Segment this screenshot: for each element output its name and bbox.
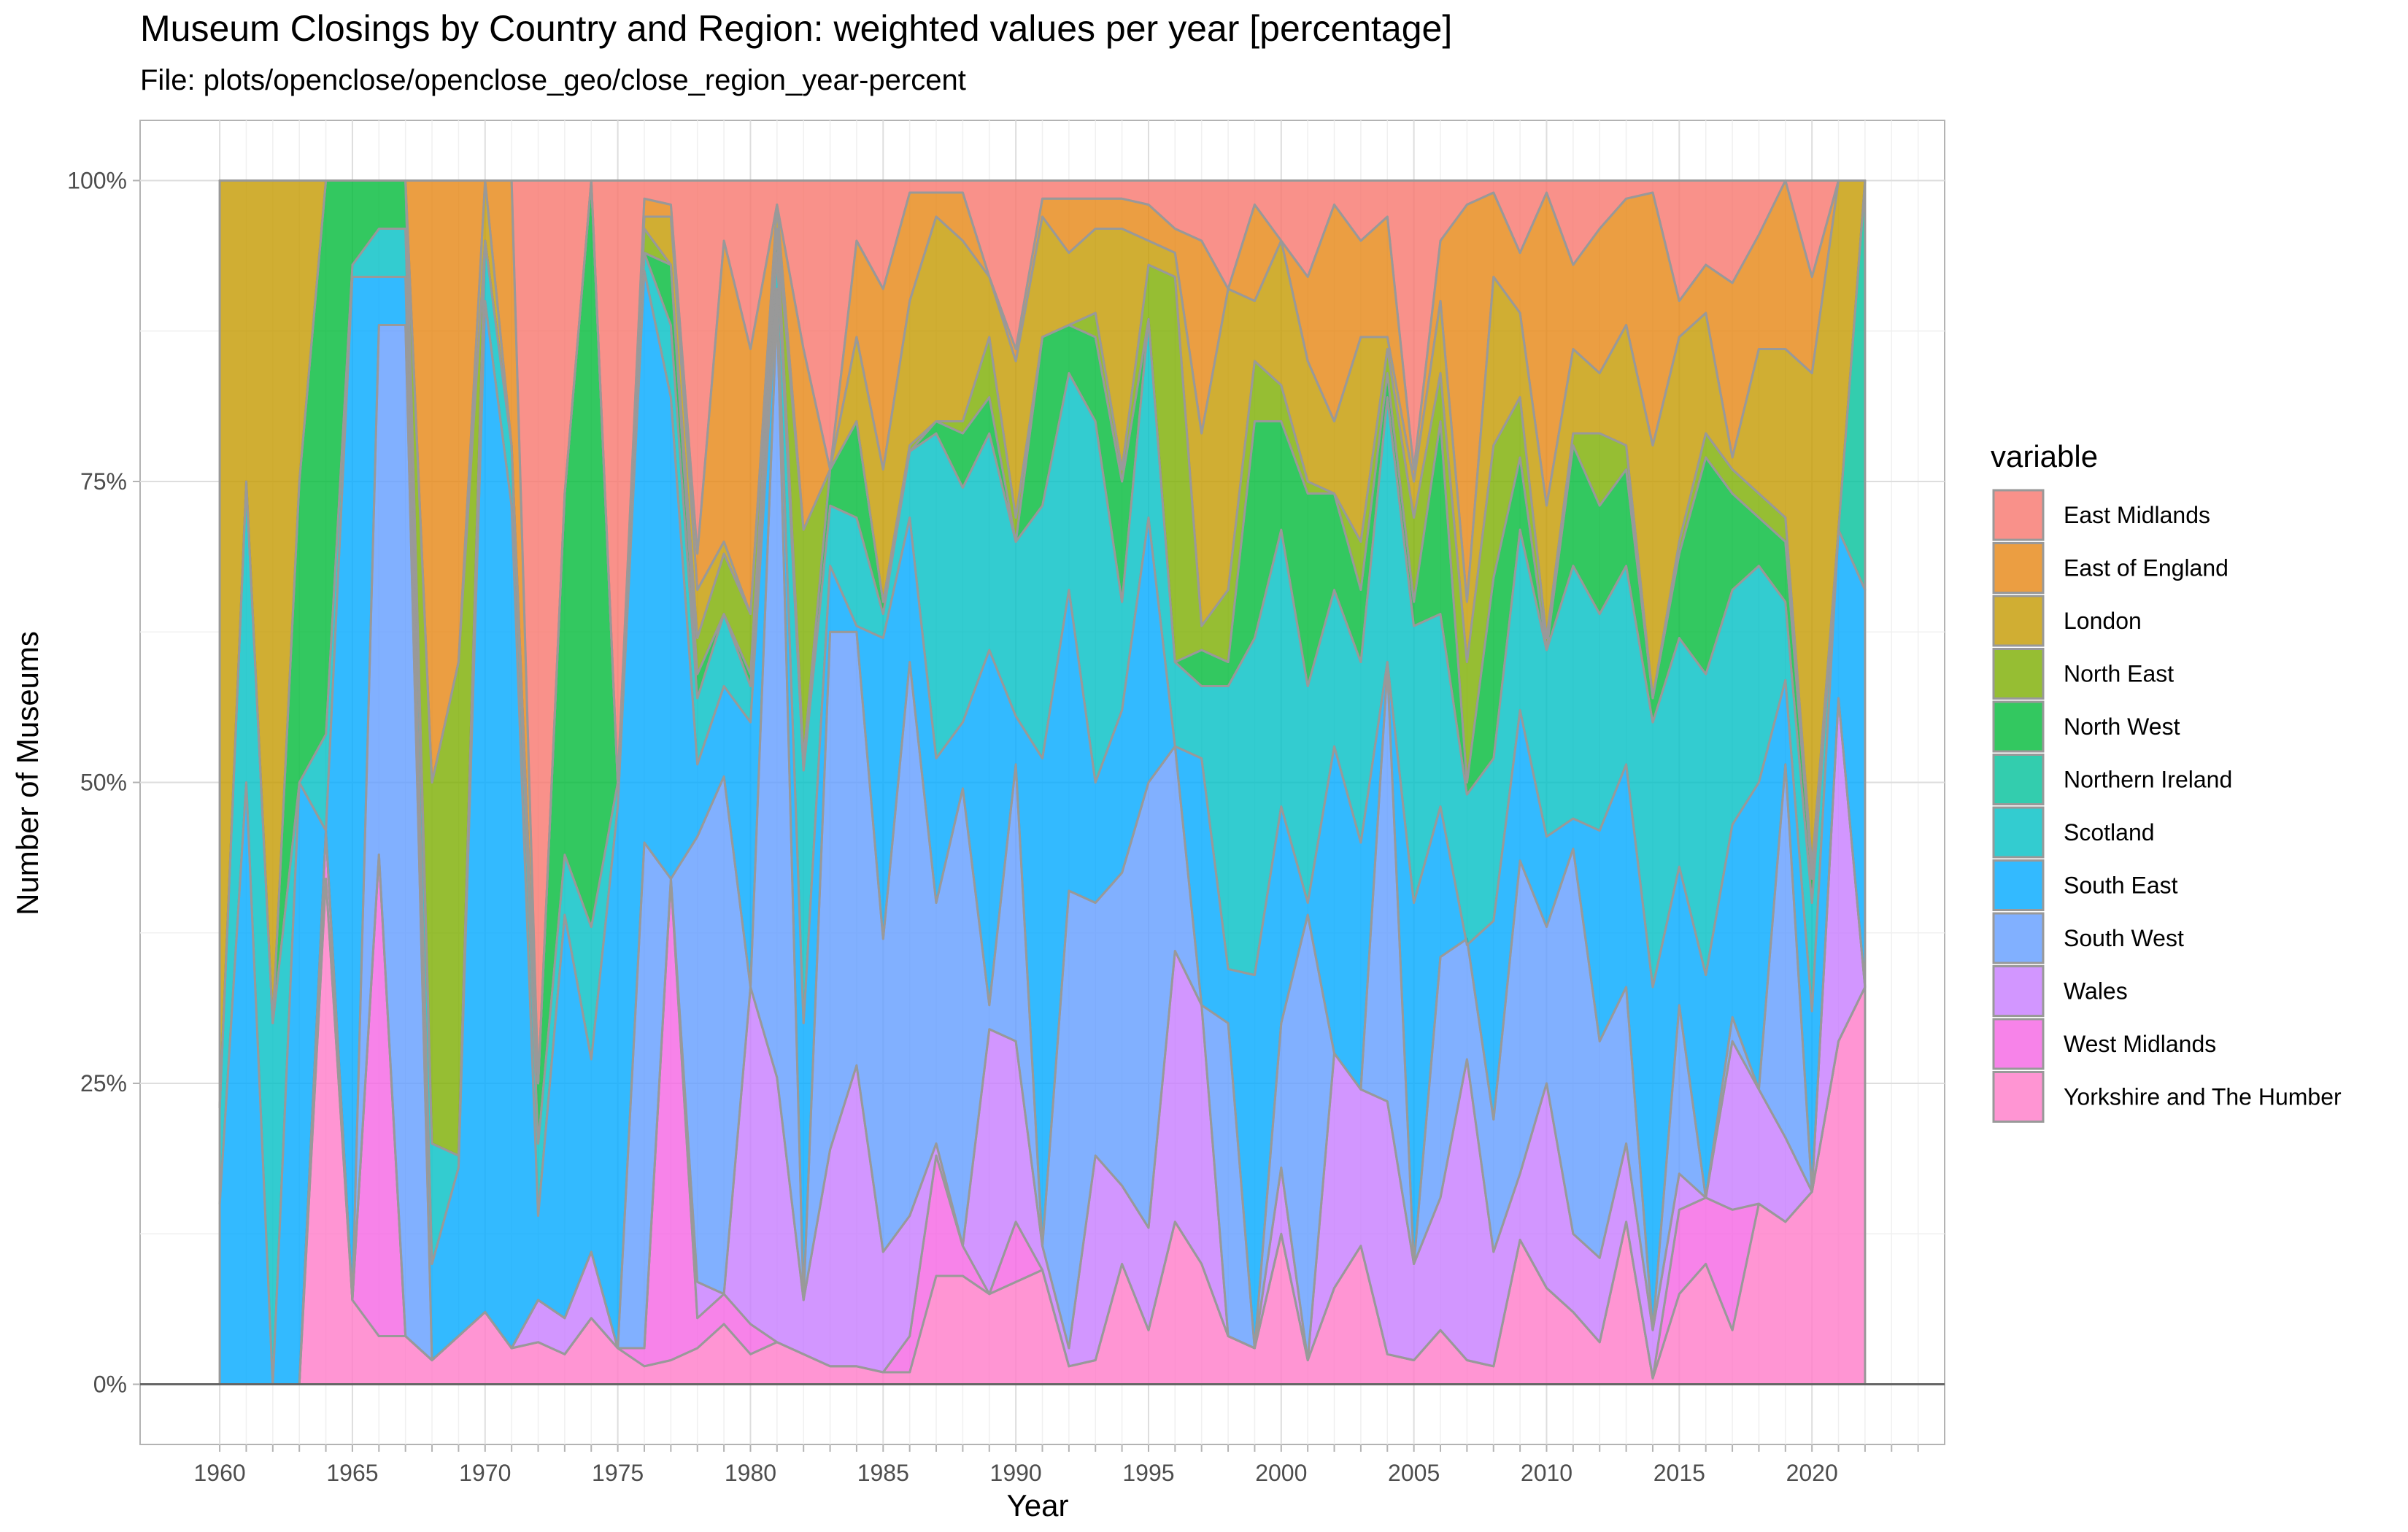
- area-east-midlands: [218, 179, 1867, 1085]
- x-tick-label: 1960: [194, 1460, 246, 1486]
- legend-label: South East: [2064, 873, 2178, 899]
- y-axis-title: Number of Museums: [10, 631, 45, 916]
- legend: variable East Midlands East of England Lon…: [1991, 439, 2342, 1123]
- y-tick-label: 50%: [80, 770, 127, 796]
- legend-label: East of England: [2064, 555, 2228, 581]
- legend-swatch: [1992, 1071, 2045, 1123]
- x-tick-label: 2005: [1388, 1460, 1440, 1486]
- legend-title: variable: [1991, 439, 2098, 473]
- chart-subtitle: File: plots/openclose/openclose_geo/clos…: [140, 64, 966, 96]
- x-tick-label: 1995: [1122, 1460, 1174, 1486]
- x-tick-label: 1965: [326, 1460, 378, 1486]
- legend-label: Yorkshire and The Humber: [2064, 1084, 2342, 1110]
- x-tick-label: 1990: [990, 1460, 1042, 1486]
- legend-swatch: [1992, 489, 2045, 541]
- legend-label: South West: [2064, 925, 2184, 951]
- x-tick-label: 2010: [1521, 1460, 1572, 1486]
- y-tick-label: 25%: [80, 1070, 127, 1096]
- y-tick-label: 0%: [93, 1372, 127, 1398]
- legend-label: Scotland: [2064, 819, 2155, 846]
- area-series: [218, 179, 1867, 1385]
- chart-title: Museum Closings by Country and Region: w…: [140, 8, 1453, 49]
- legend-swatch: [1992, 859, 2045, 911]
- legend-swatch: [1992, 542, 2045, 594]
- legend-swatch: [1992, 806, 2045, 859]
- legend-swatch: [1992, 1018, 2045, 1070]
- x-axis-title: Year: [1007, 1488, 1069, 1523]
- x-tick-label: 2000: [1255, 1460, 1307, 1486]
- x-tick-label: 1980: [725, 1460, 776, 1486]
- legend-label: East Midlands: [2064, 502, 2210, 528]
- legend-swatch: [1992, 595, 2045, 647]
- legend-swatch: [1992, 912, 2045, 964]
- legend-label: West Midlands: [2064, 1031, 2216, 1057]
- x-tick-label: 1970: [459, 1460, 511, 1486]
- legend-label: Northern Ireland: [2064, 767, 2232, 793]
- legend-swatch: [1992, 648, 2045, 700]
- legend-label: Wales: [2064, 978, 2128, 1005]
- y-tick-label: 75%: [80, 468, 127, 495]
- legend-swatch: [1992, 700, 2045, 753]
- axes: 1960 1965 1970 1975 1980 1985 1990 1995 2000 2005…: [67, 168, 1945, 1486]
- x-tick-label: 2015: [1653, 1460, 1705, 1486]
- y-tick-label: 100%: [67, 168, 127, 194]
- legend-swatch: [1992, 754, 2045, 805]
- legend-label: North East: [2064, 661, 2174, 687]
- x-tick-label: 2020: [1786, 1460, 1838, 1486]
- x-tick-label: 1975: [592, 1460, 644, 1486]
- legend-label: North West: [2064, 713, 2180, 740]
- x-tick-label: 1985: [857, 1460, 909, 1486]
- legend-label: London: [2064, 608, 2142, 634]
- legend-swatch: [1992, 965, 2045, 1017]
